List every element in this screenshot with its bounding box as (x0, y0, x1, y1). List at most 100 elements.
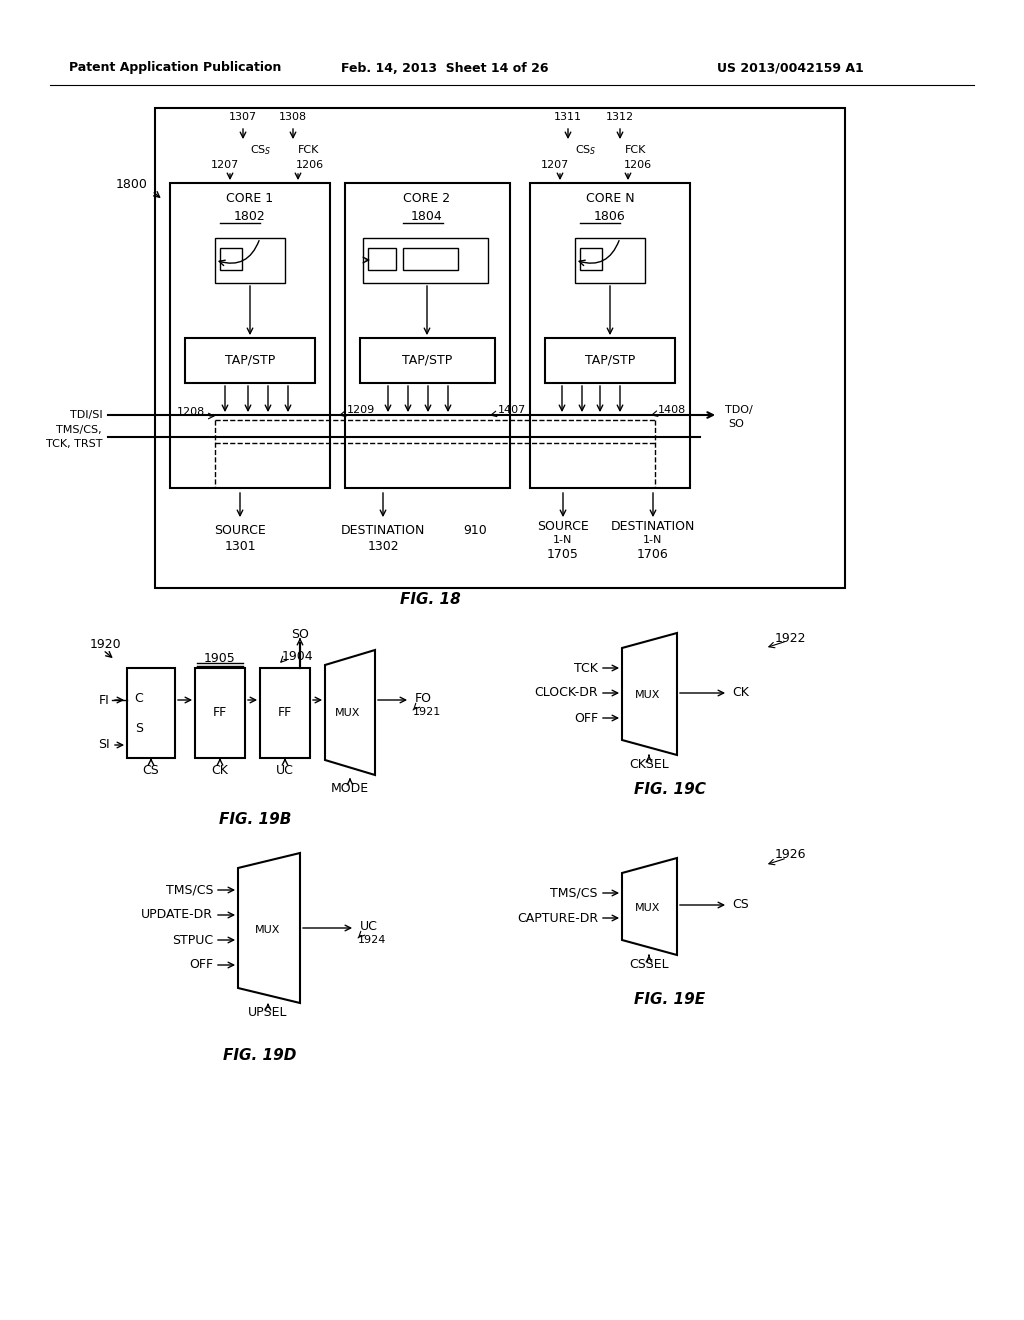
Text: OFF: OFF (188, 958, 213, 972)
Text: OFF: OFF (573, 711, 598, 725)
Text: US 2013/0042159 A1: US 2013/0042159 A1 (717, 62, 863, 74)
Text: TMS/CS,: TMS/CS, (56, 425, 102, 436)
Text: TAP/STP: TAP/STP (585, 354, 635, 367)
Text: 1208: 1208 (177, 407, 205, 417)
Text: 1922: 1922 (774, 631, 806, 644)
Text: CK: CK (732, 686, 749, 700)
Bar (360, 338, 495, 383)
Text: 1926: 1926 (774, 849, 806, 862)
Text: SI: SI (98, 738, 110, 751)
Text: MUX: MUX (335, 708, 360, 718)
Text: FCK: FCK (625, 145, 646, 154)
Bar (155, 108, 845, 587)
Text: 1206: 1206 (624, 160, 652, 170)
Text: FF: FF (278, 706, 292, 719)
Text: 1206: 1206 (296, 160, 324, 170)
Text: TAP/STP: TAP/STP (401, 354, 453, 367)
Text: TCK: TCK (574, 661, 598, 675)
Text: FF: FF (213, 706, 227, 719)
Text: DESTINATION: DESTINATION (341, 524, 425, 536)
Text: CORE N: CORE N (586, 193, 634, 206)
Text: 1207: 1207 (541, 160, 569, 170)
Text: FI: FI (99, 693, 110, 706)
Text: TAP/STP: TAP/STP (225, 354, 275, 367)
Bar (545, 338, 675, 383)
Text: SOURCE: SOURCE (538, 520, 589, 533)
Text: 1904: 1904 (282, 649, 313, 663)
Text: CORE 2: CORE 2 (403, 193, 451, 206)
Text: 910: 910 (463, 524, 486, 536)
Text: TMS/CS: TMS/CS (166, 883, 213, 896)
Text: 1-N: 1-N (553, 535, 572, 545)
Text: 1924: 1924 (358, 935, 386, 945)
Polygon shape (325, 649, 375, 775)
Text: CK: CK (212, 763, 228, 776)
Text: 1804: 1804 (411, 210, 442, 223)
Bar (215, 238, 285, 282)
Text: 1311: 1311 (554, 112, 582, 121)
Text: DESTINATION: DESTINATION (610, 520, 695, 533)
Text: FO: FO (415, 692, 432, 705)
Text: 1302: 1302 (368, 540, 398, 553)
Text: FIG. 19E: FIG. 19E (635, 993, 706, 1007)
Text: FIG. 19C: FIG. 19C (634, 783, 706, 797)
Bar (345, 183, 510, 488)
Polygon shape (622, 858, 677, 954)
Text: 1312: 1312 (606, 112, 634, 121)
Text: FIG. 18: FIG. 18 (399, 593, 461, 607)
Text: 1307: 1307 (229, 112, 257, 121)
Bar (260, 668, 310, 758)
Text: FIG. 19B: FIG. 19B (219, 813, 291, 828)
Text: CLOCK-DR: CLOCK-DR (535, 686, 598, 700)
Bar (580, 248, 602, 271)
Text: 1407: 1407 (498, 405, 526, 414)
Text: MUX: MUX (635, 690, 660, 700)
Text: FIG. 19D: FIG. 19D (223, 1048, 297, 1063)
Bar (185, 338, 315, 383)
Polygon shape (622, 634, 677, 755)
Bar (575, 238, 645, 282)
Text: MUX: MUX (635, 903, 660, 913)
Text: 1408: 1408 (658, 405, 686, 414)
Text: 1905: 1905 (204, 652, 236, 665)
Text: STPUC: STPUC (172, 933, 213, 946)
Text: 1802: 1802 (234, 210, 266, 223)
Text: Patent Application Publication: Patent Application Publication (69, 62, 282, 74)
Bar (362, 238, 488, 282)
Bar (127, 668, 175, 758)
Text: CKSEL: CKSEL (629, 759, 669, 771)
Text: TMS/CS: TMS/CS (551, 887, 598, 899)
Text: CS: CS (732, 899, 749, 912)
Bar (368, 248, 396, 271)
Text: SO: SO (291, 628, 309, 642)
Text: SOURCE: SOURCE (214, 524, 266, 536)
Text: CORE 1: CORE 1 (226, 193, 273, 206)
Text: 1921: 1921 (413, 708, 441, 717)
Text: 1308: 1308 (279, 112, 307, 121)
Text: TDO/: TDO/ (725, 405, 753, 414)
Bar (220, 248, 242, 271)
Text: UC: UC (360, 920, 378, 932)
Text: 1-N: 1-N (643, 535, 663, 545)
Text: CSSEL: CSSEL (629, 958, 669, 972)
Text: MUX: MUX (255, 925, 281, 935)
Text: CS$_S$: CS$_S$ (575, 143, 597, 157)
Polygon shape (238, 853, 300, 1003)
Text: MODE: MODE (331, 781, 369, 795)
Text: FCK: FCK (298, 145, 319, 154)
Text: 1705: 1705 (547, 549, 579, 561)
Text: Feb. 14, 2013  Sheet 14 of 26: Feb. 14, 2013 Sheet 14 of 26 (341, 62, 549, 74)
Text: TDI/SI: TDI/SI (71, 411, 103, 420)
Bar (195, 668, 245, 758)
Bar (530, 183, 690, 488)
Text: SO: SO (728, 418, 743, 429)
Text: TCK, TRST: TCK, TRST (45, 440, 102, 449)
Text: CS: CS (142, 763, 160, 776)
Bar (170, 183, 330, 488)
Text: UC: UC (276, 763, 294, 776)
Text: 1209: 1209 (347, 405, 375, 414)
Text: 1920: 1920 (90, 639, 122, 652)
Text: UPSEL: UPSEL (248, 1006, 288, 1019)
Text: C: C (134, 692, 143, 705)
Text: 1806: 1806 (594, 210, 626, 223)
